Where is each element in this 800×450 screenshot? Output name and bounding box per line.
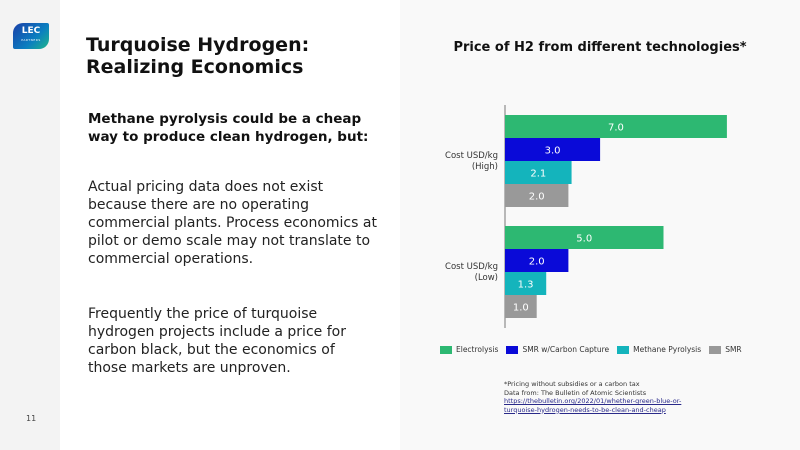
left-strip [0, 0, 60, 450]
bar-smr-w-carbon-capture [505, 249, 569, 272]
data-label: 2.0 [529, 257, 545, 268]
data-label: 5.0 [576, 234, 592, 245]
subheading: Methane pyrolysis could be a cheap way t… [88, 111, 369, 145]
legend-label: Methane Pyrolysis [633, 345, 702, 354]
bar-smr [505, 295, 537, 318]
source-link-line2[interactable]: turquoise-hydrogen-needs-to-be-clean-and… [504, 405, 666, 414]
legend-label: SMR [725, 345, 742, 354]
legend-swatch [506, 345, 519, 354]
legend-item: SMR [709, 345, 742, 354]
bar-electrolysis [505, 115, 727, 138]
legend-swatch [709, 345, 722, 354]
legend-item: Electrolysis [440, 345, 498, 354]
source-link[interactable]: https://thebulletin.org/2022/01/whether-… [504, 397, 681, 414]
legend-swatch [440, 345, 452, 354]
data-label: 2.0 [529, 192, 545, 203]
slide-title: Turquoise Hydrogen: Realizing Economics [86, 34, 310, 78]
chart-legend: Electrolysis SMR w/Carbon Capture Methane … [440, 345, 742, 354]
chart-notes: *Pricing without subsidies or a carbon t… [504, 380, 681, 414]
chart-panel [400, 0, 800, 450]
paragraph-pricing: Actual pricing data does not exist becau… [88, 179, 377, 267]
source-link-line1[interactable]: https://thebulletin.org/2022/01/whether-… [504, 397, 682, 405]
legend-label: Electrolysis [456, 345, 499, 354]
legend-swatch [617, 345, 630, 354]
logo-text: LEC [21, 26, 41, 36]
page-number: 11 [26, 414, 37, 423]
data-label: 1.0 [513, 303, 529, 314]
bar-chart: Cost USD/kg (High) 7.0 3.0 2.1 2.0 Cost USD/kg… [445, 105, 727, 328]
legend-label: SMR w/Carbon Capture [522, 345, 610, 354]
bar-smr-w-carbon-capture [505, 138, 601, 161]
lec-partners-logo: LEC PARTNERS [13, 23, 49, 49]
legend-item: SMR w/Carbon Capture [506, 345, 609, 354]
category-label: Cost USD/kg (Low) [445, 262, 498, 283]
data-label: 3.0 [545, 146, 561, 157]
legend-item: Methane Pyrolysis [617, 345, 701, 354]
data-label: 1.3 [518, 280, 534, 291]
source-note: Data from: The Bulletin of Atomic Scient… [504, 388, 647, 397]
data-label: 2.1 [530, 169, 546, 180]
logo-subtext: PARTNERS [21, 38, 41, 42]
paragraph-carbon-black: Frequently the price of turquoise hydrog… [88, 306, 346, 376]
category-label: Cost USD/kg (High) [445, 151, 498, 172]
bar-smr [505, 184, 569, 207]
bar-methane-pyrolysis [505, 161, 572, 184]
chart-title: Price of H2 from different technologies* [453, 40, 747, 55]
pricing-note: *Pricing without subsidies or a carbon t… [504, 380, 640, 388]
data-label: 7.0 [608, 123, 624, 134]
bar-electrolysis [505, 226, 664, 249]
bar-methane-pyrolysis [505, 272, 547, 295]
